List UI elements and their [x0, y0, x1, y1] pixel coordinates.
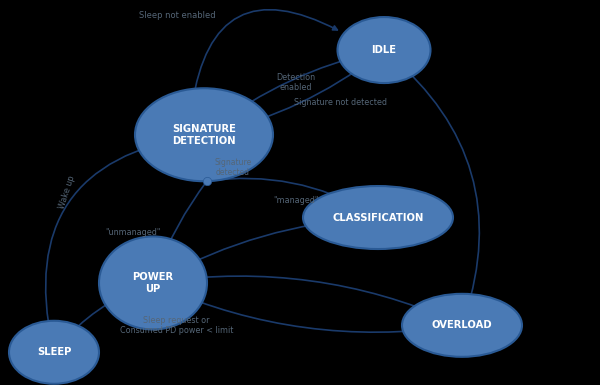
Text: POWER
UP: POWER UP: [133, 272, 173, 294]
Text: Sleep request or
Consumed PD power < limit: Sleep request or Consumed PD power < lim…: [120, 316, 233, 335]
Text: "managed": "managed": [273, 196, 319, 205]
Ellipse shape: [9, 321, 99, 384]
Text: Signature
detected: Signature detected: [214, 158, 251, 177]
Text: Detection
enabled: Detection enabled: [276, 73, 315, 92]
Text: IDLE: IDLE: [371, 45, 397, 55]
Text: OVERLOAD: OVERLOAD: [431, 320, 493, 330]
Ellipse shape: [303, 186, 453, 249]
Ellipse shape: [402, 294, 522, 357]
Ellipse shape: [337, 17, 431, 83]
Text: Signature not detected: Signature not detected: [294, 97, 387, 107]
Text: CLASSIFICATION: CLASSIFICATION: [332, 213, 424, 223]
Text: Wake up: Wake up: [57, 175, 76, 210]
Text: SIGNATURE
DETECTION: SIGNATURE DETECTION: [172, 124, 236, 146]
Ellipse shape: [135, 88, 273, 181]
Ellipse shape: [99, 236, 207, 330]
Text: "unmanaged": "unmanaged": [105, 228, 161, 238]
Text: SLEEP: SLEEP: [37, 347, 71, 357]
Text: Sleep not enabled: Sleep not enabled: [139, 11, 215, 20]
